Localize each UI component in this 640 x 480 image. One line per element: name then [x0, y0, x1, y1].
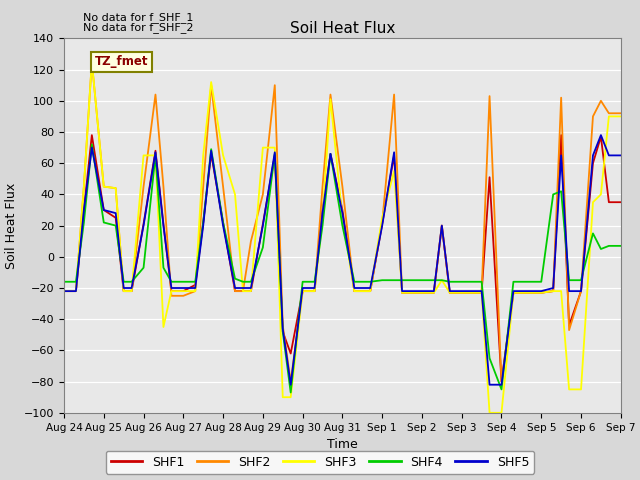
SHF4 [220, 219, 227, 225]
Line: SHF2: SHF2 [64, 62, 621, 382]
SHF2 [80, 184, 88, 190]
SHF2 [287, 379, 294, 384]
SHF5 [207, 148, 215, 154]
SHF1 [310, 288, 318, 294]
SHF2 [220, 184, 227, 190]
SHF1 [617, 199, 625, 205]
Text: TZ_fmet: TZ_fmet [95, 55, 148, 68]
SHF2 [319, 184, 326, 190]
SHF5 [310, 285, 318, 291]
SHF1 [498, 379, 506, 384]
SHF1 [60, 288, 68, 294]
SHF1 [80, 207, 88, 213]
SHF2 [100, 184, 108, 190]
SHF1 [100, 207, 108, 213]
SHF3 [220, 153, 227, 158]
SHF5 [80, 207, 88, 213]
Text: No data for f_SHF_1: No data for f_SHF_1 [83, 12, 193, 23]
SHF3 [100, 184, 108, 190]
SHF4 [470, 279, 477, 285]
SHF5 [287, 382, 294, 387]
SHF5 [458, 288, 465, 294]
SHF3 [60, 288, 68, 294]
SHF3 [310, 288, 318, 294]
SHF2 [470, 290, 477, 296]
SHF4 [80, 219, 88, 225]
SHF2 [60, 288, 68, 294]
SHF5 [617, 153, 625, 158]
SHF5 [446, 288, 454, 294]
SHF1 [88, 132, 96, 138]
SHF3 [458, 290, 465, 296]
SHF2 [617, 110, 625, 116]
SHF4 [60, 279, 68, 285]
SHF5 [597, 132, 605, 138]
Line: SHF5: SHF5 [64, 135, 621, 384]
SHF1 [446, 290, 454, 296]
SHF3 [486, 410, 493, 416]
Legend: SHF1, SHF2, SHF3, SHF4, SHF5: SHF1, SHF2, SHF3, SHF4, SHF5 [106, 451, 534, 474]
SHF4 [100, 219, 108, 225]
Line: SHF4: SHF4 [64, 144, 621, 393]
SHF3 [80, 184, 88, 190]
SHF2 [88, 59, 96, 65]
SHF5 [60, 288, 68, 294]
SHF4 [287, 390, 294, 396]
Line: SHF3: SHF3 [64, 62, 621, 413]
SHF1 [458, 290, 465, 296]
SHF1 [220, 219, 227, 225]
SHF4 [617, 243, 625, 249]
SHF4 [458, 279, 465, 285]
SHF3 [617, 113, 625, 119]
Title: Soil Heat Flux: Soil Heat Flux [290, 21, 395, 36]
SHF2 [458, 290, 465, 296]
Text: No data for f_SHF_2: No data for f_SHF_2 [83, 22, 194, 33]
X-axis label: Time: Time [327, 438, 358, 451]
SHF3 [88, 59, 96, 65]
SHF4 [319, 223, 326, 228]
SHF4 [88, 142, 96, 147]
Y-axis label: Soil Heat Flux: Soil Heat Flux [5, 182, 19, 269]
SHF3 [446, 290, 454, 296]
Line: SHF1: SHF1 [64, 135, 621, 382]
SHF5 [88, 144, 96, 150]
